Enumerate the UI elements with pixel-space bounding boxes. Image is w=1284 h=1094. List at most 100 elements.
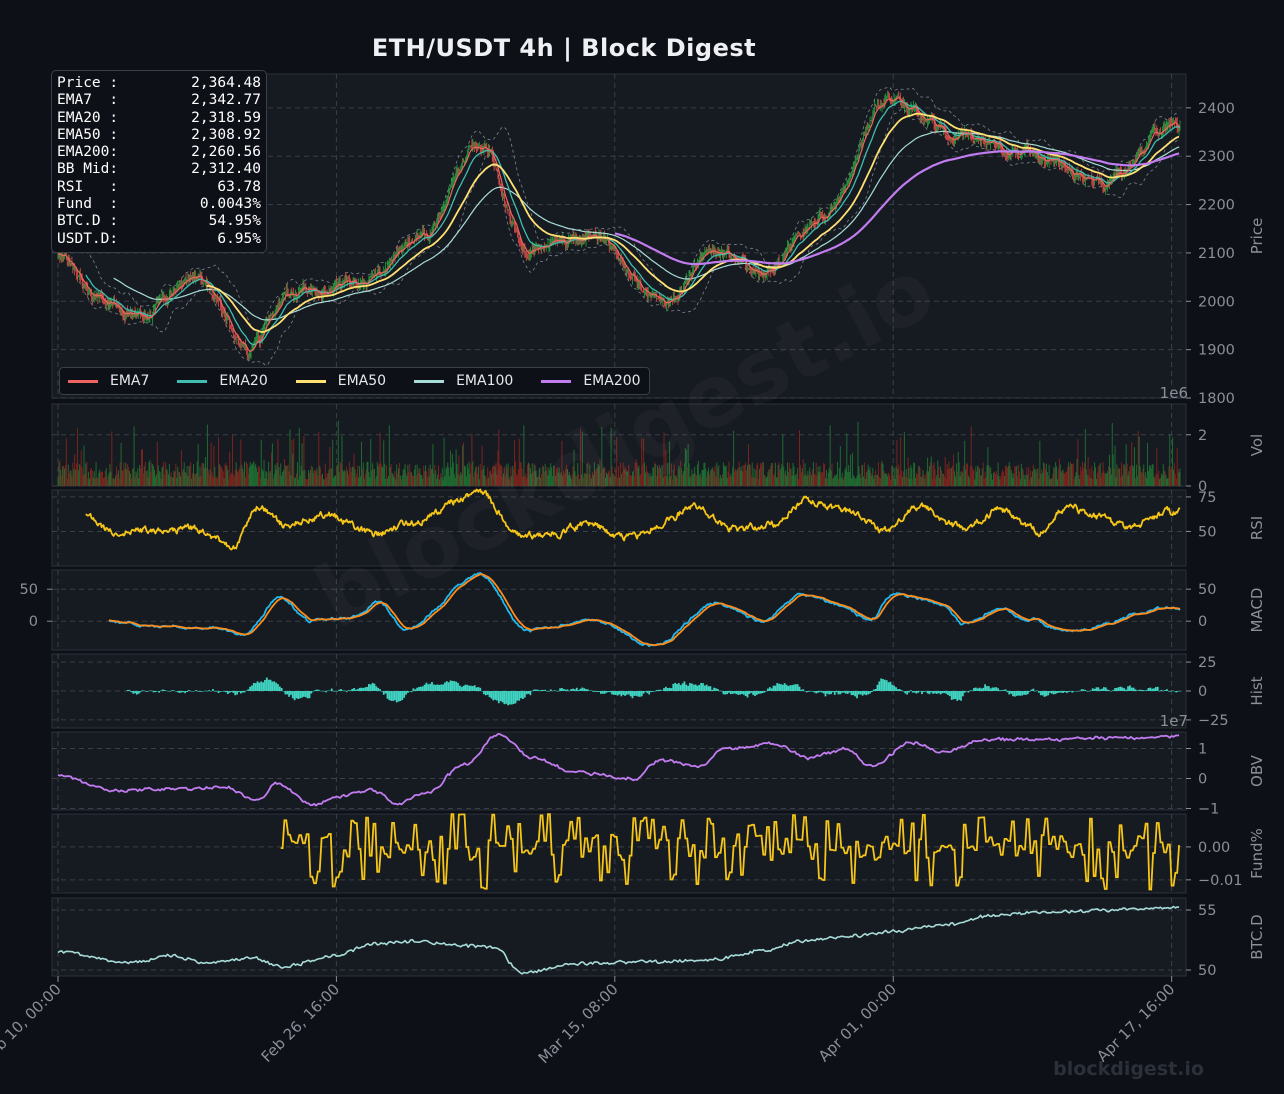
volume-bar [1025,475,1027,486]
volume-bar [224,464,226,486]
info-value: 63.78 [217,178,261,195]
volume-bar [756,465,758,486]
histogram-bar [342,690,344,692]
histogram-bar [911,691,914,693]
volume-bar [347,475,349,486]
volume-bar [813,473,815,486]
volume-bar [331,468,333,486]
histogram-bar [896,689,899,691]
volume-bar [794,476,796,486]
volume-bar [185,473,187,486]
volume-bar [741,465,743,486]
volume-bar [340,463,342,486]
volume-bar [764,475,766,486]
histogram-bar [278,686,281,691]
volume-bar [942,473,944,486]
histogram-bar [1127,686,1129,691]
volume-bar [385,478,387,486]
chart-title: ETH/USDT 4h | Block Digest [371,34,757,62]
volume-bar [570,479,572,486]
volume-bar [456,464,458,486]
volume-bar [759,469,761,486]
histogram-bar [622,691,625,695]
histogram-bar [1101,688,1103,691]
volume-bar [467,468,469,486]
volume-bar [991,474,993,486]
histogram-bar [609,691,612,693]
volume-bar [533,463,535,486]
volume-bar [462,445,464,486]
histogram-bar [876,684,879,691]
volume-bar [292,453,294,486]
volume-bar [793,466,795,486]
volume-bar [1031,471,1033,486]
histogram-bar [200,691,203,692]
volume-bar [94,478,96,486]
volume-bar [828,467,830,486]
volume-bar [930,456,932,486]
volume-bar [549,470,551,486]
histogram-bar [1084,689,1087,691]
volume-bar [95,462,97,486]
volume-bar [1109,468,1111,486]
volume-bar [761,461,763,486]
volume-bar [1160,473,1162,486]
volume-bar [635,458,637,486]
histogram-bar [1147,688,1150,691]
volume-bar [1131,441,1133,486]
volume-bar [490,474,492,486]
volume-bar [655,464,657,486]
volume-bar [452,462,454,486]
y-tick-label: 2 [1198,428,1207,444]
volume-bar [93,471,95,486]
histogram-bar [527,691,530,694]
volume-bar [1168,466,1170,486]
volume-bar [637,468,639,486]
volume-bar [647,473,649,486]
histogram-bar [902,691,905,692]
histogram-bar [668,687,671,691]
y-tick-label: 25 [1198,655,1216,671]
volume-bar [779,470,781,486]
volume-bar [402,469,404,486]
volume-bar [408,472,410,486]
volume-bar [950,468,952,486]
y-tick-label: 2300 [1198,149,1235,165]
histogram-bar [900,690,903,691]
histogram-bar [1097,687,1100,691]
histogram-bar [1073,691,1076,692]
volume-bar [634,462,636,486]
histogram-bar [1075,691,1077,692]
volume-bar [333,477,335,486]
volume-bar [1116,464,1118,486]
volume-bar [932,465,934,486]
histogram-bar [1060,691,1063,693]
histogram-bar [618,691,621,695]
volume-bar [833,477,835,486]
histogram-bar [967,691,970,693]
info-row: EMA7 :2,342.77 [57,92,261,109]
histogram-bar [997,688,1000,691]
volume-bar [510,466,512,486]
volume-bar [1018,471,1020,486]
volume-bar [1140,472,1142,486]
volume-bar [762,462,764,486]
volume-bar [1125,444,1127,486]
volume-bar [721,474,723,486]
volume-bar [301,443,303,486]
histogram-bar [765,691,767,692]
volume-bar [957,451,959,486]
histogram-bar [752,691,755,695]
volume-bar [458,455,460,486]
volume-bar [1001,472,1003,486]
volume-bar [73,468,75,486]
volume-bar [1011,473,1013,486]
histogram-bar [468,685,471,691]
volume-bar [518,438,520,486]
volume-bar [284,465,286,486]
volume-bar [1106,473,1108,486]
histogram-bar [633,691,636,696]
volume-bar [235,462,237,486]
volume-bar [115,475,117,486]
histogram-bar [841,691,844,693]
